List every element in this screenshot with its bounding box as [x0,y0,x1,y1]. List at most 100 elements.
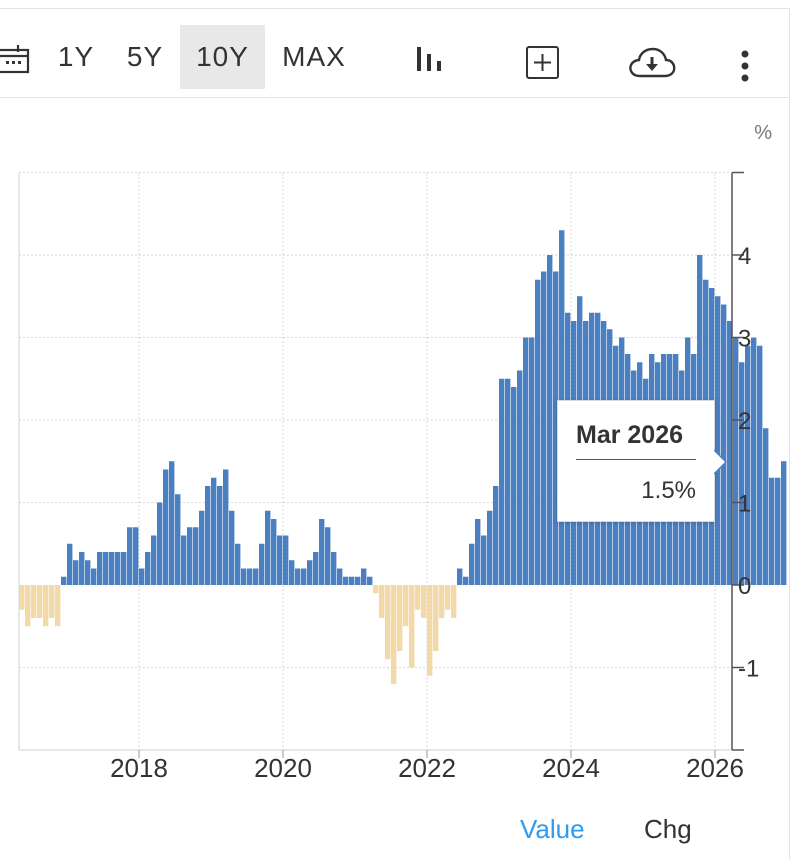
bar [55,585,61,627]
bar [277,535,283,585]
add-box-icon[interactable] [525,45,561,86]
calendar-icon[interactable] [0,44,32,79]
bar [103,552,109,585]
toolbar: 1Y 5Y 10Y MAX [0,8,790,98]
bar [79,552,85,585]
bar [235,543,241,585]
bar [439,585,445,618]
bar-chart-icon[interactable] [414,44,444,79]
grid-lines [18,172,732,751]
bar [223,469,229,585]
bar [265,510,271,585]
bar [139,568,145,585]
bar [283,535,289,585]
x-tick-label: 2026 [686,753,744,783]
bar [487,510,493,585]
range-1y-button[interactable]: 1Y [57,41,95,72]
bar [313,552,319,585]
bar [271,519,277,585]
bar [181,535,187,585]
bar [427,585,433,676]
bar [721,304,727,585]
more-vertical-icon[interactable] [739,50,751,87]
bar [505,378,511,585]
bar [727,321,733,585]
bar [307,560,313,585]
unit-label: % [754,122,772,144]
bar [331,552,337,585]
bar [415,585,421,610]
bar [349,576,355,585]
tooltip-pointer [714,450,728,474]
x-tick-label: 2024 [542,753,600,783]
bar [385,585,391,660]
bar [553,271,559,585]
bar [475,519,481,585]
bar [211,477,217,585]
bar [517,370,523,585]
bar [541,271,547,585]
bar [205,486,211,585]
bar [451,585,457,618]
bar [403,585,409,627]
bar [145,552,151,585]
bar [391,585,397,684]
range-max-button[interactable]: MAX [282,41,346,72]
bar [301,568,307,585]
bar [367,576,373,585]
y-tick-label: 4 [738,243,751,270]
value-tab[interactable]: Value [520,814,585,844]
bar [493,486,499,585]
bar [121,552,127,585]
bar [241,568,247,585]
bar [187,527,193,585]
bar [775,477,781,585]
range-5y-button[interactable]: 5Y [126,41,164,72]
bar [169,461,175,585]
bar [73,560,79,585]
bar [127,527,133,585]
bar [325,527,331,585]
bar [511,387,517,585]
axes: -1 0 1 2 3 4 2018 2020 2022 2024 2026 [110,171,759,783]
bar [43,585,49,627]
bar [337,568,343,585]
bar [457,568,463,585]
bar [19,585,25,610]
bar [763,428,769,585]
bar [769,477,775,585]
bar [361,568,367,585]
bar [397,585,403,651]
bar [67,543,73,585]
bar [157,502,163,585]
bar [229,510,235,585]
tooltip-value: 1.5% [641,477,696,504]
bar [463,576,469,585]
bar [733,337,739,585]
bar [751,337,757,585]
bar [355,576,361,585]
bar [739,362,745,585]
data-tooltip: Mar 2026 1.5% [557,400,715,522]
tooltip-date: Mar 2026 [576,421,684,449]
bar [133,527,139,585]
bar [715,296,721,585]
chg-tab[interactable]: Chg [644,814,692,844]
y-tick-label: 0 [738,573,751,600]
range-10y-button[interactable]: 10Y [180,25,265,89]
bar [109,552,115,585]
bar [289,560,295,585]
bar [535,279,541,585]
bar [97,552,103,585]
bar [499,378,505,585]
bar [481,535,487,585]
bar [61,576,67,585]
bar [37,585,43,618]
bar [433,585,439,651]
bar [91,568,97,585]
bar [529,337,535,585]
bar [49,585,55,618]
cloud-download-icon[interactable] [627,46,677,85]
bar [115,552,121,585]
x-tick-label: 2018 [110,753,168,783]
